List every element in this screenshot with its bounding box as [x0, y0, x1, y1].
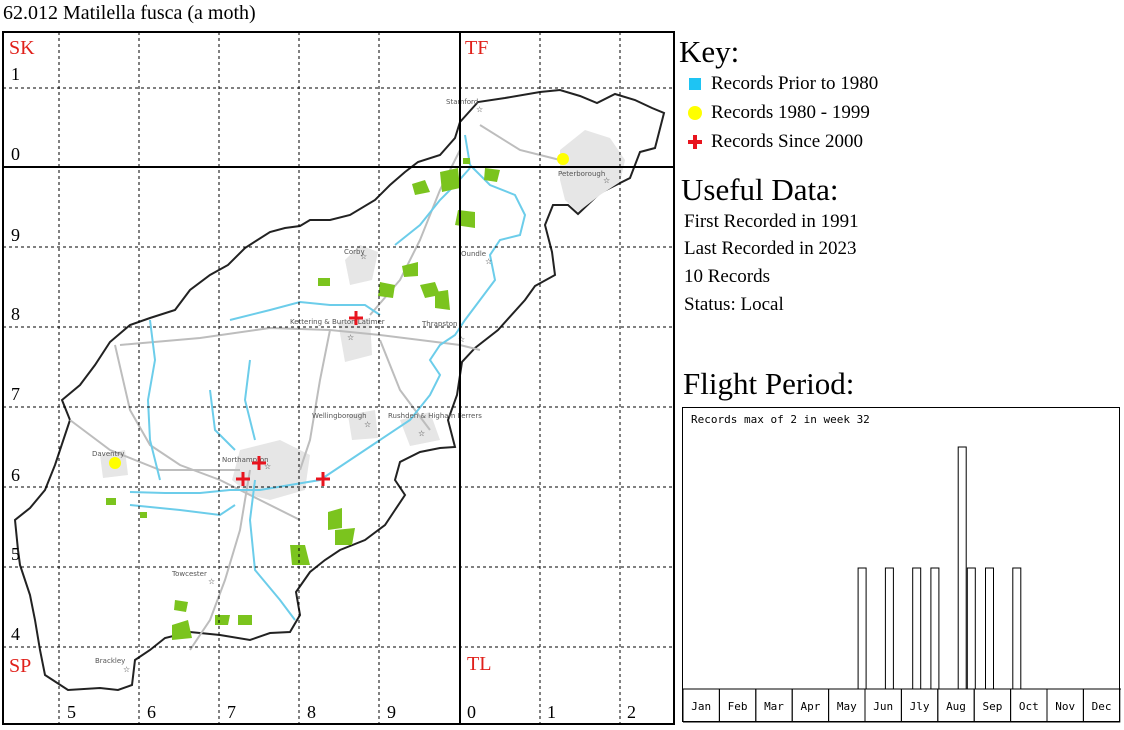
cyan-square-icon — [687, 76, 703, 92]
record-plus-northampton-east — [316, 472, 330, 486]
flight-bar — [857, 567, 867, 690]
key-label: Records Since 2000 — [711, 131, 863, 152]
month-label: Jly — [910, 700, 930, 713]
col-label: 1 — [547, 702, 556, 722]
town-label-oundle: Oundle — [461, 250, 486, 258]
flight-bar — [957, 446, 967, 690]
flight-svg: Jan Feb Mar Apr May Jun Jly Aug Sep Oct Nov Dec — [683, 446, 1121, 723]
svg-text:☆: ☆ — [458, 335, 465, 344]
useful-data-heading: Useful Data: — [681, 172, 839, 207]
flight-bar — [985, 567, 994, 690]
month-label: May — [837, 700, 857, 713]
town-label-stamford: Stamford — [446, 98, 478, 106]
month-label: Aug — [946, 700, 966, 713]
month-label: Apr — [800, 700, 820, 713]
flight-period-heading: Flight Period: — [683, 366, 855, 401]
town-label-towcester: Towcester — [171, 570, 207, 578]
month-label: Jan — [691, 700, 711, 713]
yellow-dot-icon — [687, 105, 703, 121]
page-title: 62.012 Matilella fusca (a moth) — [3, 2, 256, 24]
flight-bar — [912, 567, 922, 690]
col-label: 8 — [307, 702, 316, 722]
grid-lines — [3, 32, 674, 724]
col-label: 6 — [147, 702, 156, 722]
month-cell — [1082, 688, 1121, 723]
col-label: 5 — [67, 702, 76, 722]
record-plus-northampton — [252, 456, 266, 470]
grid-square-sp: SP — [9, 655, 31, 677]
svg-text:☆: ☆ — [347, 333, 354, 342]
key-label: Records Prior to 1980 — [711, 73, 879, 94]
row-label: 4 — [11, 624, 20, 644]
distribution-map: Stamford Peterborough Corby Oundle Kette… — [2, 31, 675, 725]
flight-bar — [884, 567, 894, 690]
grid-major-lines — [2, 31, 675, 725]
month-label: Sep — [982, 700, 1002, 713]
last-recorded: Last Recorded in 2023 — [684, 238, 857, 259]
town-label-kettering: Kettering & Burton Latimer — [290, 318, 385, 326]
flight-bar — [966, 567, 976, 690]
town-label-northampton: Northampton — [222, 456, 269, 464]
grid-square-tl: TL — [467, 653, 491, 675]
row-label: 7 — [11, 384, 20, 404]
row-label: 5 — [11, 544, 20, 564]
town-label-thrapston: Thrapston — [421, 320, 457, 328]
svg-text:☆: ☆ — [418, 429, 425, 438]
month-label: Jun — [873, 700, 893, 713]
row-label: 6 — [11, 465, 20, 485]
key-label: Records 1980 - 1999 — [711, 102, 870, 123]
row-label: 0 — [11, 144, 20, 164]
grid-square-tf: TF — [465, 37, 488, 59]
record-dot-peterborough — [557, 153, 569, 165]
key-item-since-2000: Records Since 2000 — [687, 131, 863, 153]
month-label: Feb — [728, 700, 748, 713]
record-dot-daventry — [109, 457, 121, 469]
town-label-peterborough: Peterborough — [558, 170, 605, 178]
town-label-brackley: Brackley — [95, 657, 125, 665]
row-label: 9 — [11, 225, 20, 245]
month-label: Dec — [1092, 700, 1112, 713]
woodland — [106, 158, 500, 640]
record-count: 10 Records — [684, 266, 771, 287]
key-item-1980-1999: Records 1980 - 1999 — [687, 102, 870, 124]
first-recorded: First Recorded in 1991 — [684, 211, 859, 232]
flight-bar — [1012, 567, 1022, 690]
month-label: Nov — [1055, 700, 1075, 713]
svg-text:☆: ☆ — [476, 105, 483, 114]
flight-bar — [930, 567, 940, 690]
flight-note: Records max of 2 in week 32 — [691, 413, 870, 426]
col-label: 2 — [627, 702, 636, 722]
town-stars: ☆ ☆ ☆ ☆ ☆ ☆ ☆ ☆ ☆ ☆ ☆ — [123, 105, 610, 674]
col-label: 0 — [467, 702, 476, 722]
svg-text:☆: ☆ — [364, 420, 371, 429]
svg-text:☆: ☆ — [485, 257, 492, 266]
row-label: 8 — [11, 304, 20, 324]
record-plus-northampton-west — [236, 472, 250, 486]
svg-text:☆: ☆ — [123, 665, 130, 674]
rivers — [129, 134, 527, 621]
col-label: 9 — [387, 702, 396, 722]
red-plus-icon — [687, 134, 703, 150]
grid-square-sk: SK — [9, 37, 35, 59]
town-label-corby: Corby — [344, 248, 365, 256]
svg-text:☆: ☆ — [603, 176, 610, 185]
month-label: Mar — [764, 700, 784, 713]
row-label: 1 — [11, 64, 20, 84]
town-labels: Stamford Peterborough Corby Oundle Kette… — [92, 98, 605, 665]
svg-text:☆: ☆ — [208, 577, 215, 586]
records-since-2000 — [236, 311, 363, 486]
record-plus-kettering — [349, 311, 363, 325]
town-label-wellingborough: Wellingborough — [312, 412, 367, 420]
town-label-rushden: Rushden & Higham Ferrers — [388, 412, 482, 420]
records-1980-1999 — [109, 153, 569, 469]
svg-text:☆: ☆ — [264, 462, 271, 471]
svg-text:☆: ☆ — [360, 252, 367, 261]
col-label: 7 — [227, 702, 236, 722]
key-heading: Key: — [679, 34, 740, 69]
key-item-prior-1980: Records Prior to 1980 — [687, 73, 878, 95]
flight-period-chart: Records max of 2 in week 32 Jan Feb Mar Apr… — [682, 407, 1121, 723]
status: Status: Local — [684, 294, 784, 315]
town-label-daventry: Daventry — [92, 450, 124, 458]
month-label: Oct — [1019, 700, 1039, 713]
